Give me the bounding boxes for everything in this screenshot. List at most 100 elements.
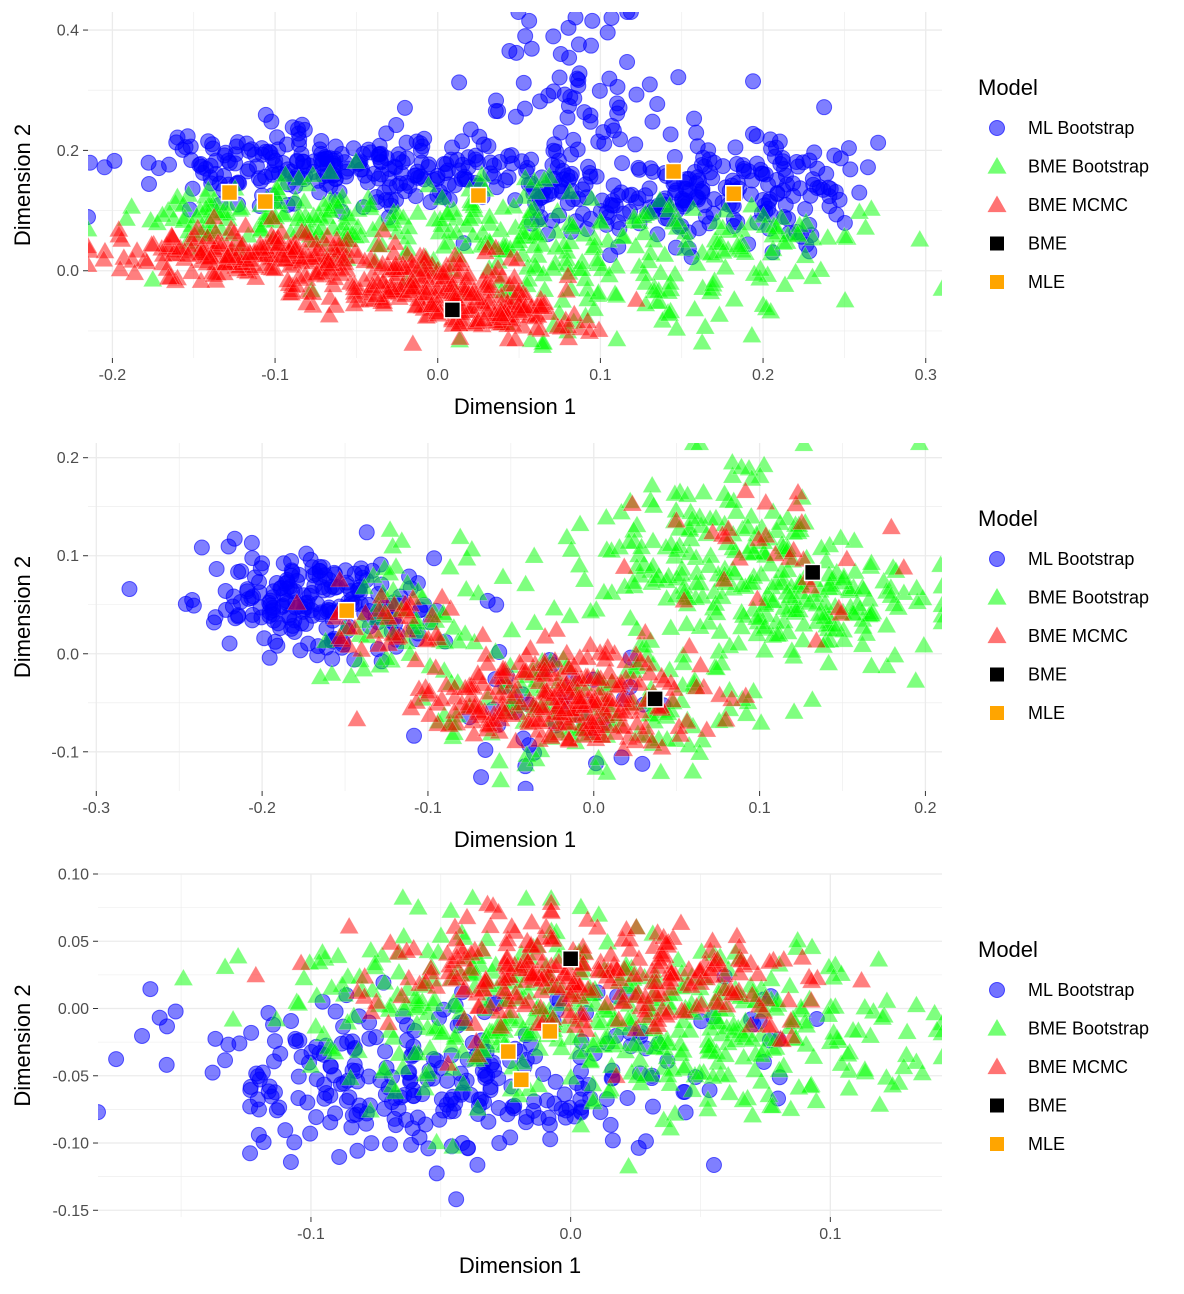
data-point [755,492,776,510]
data-point [546,237,567,255]
data-point [679,1020,700,1039]
legend-label: MLE [1028,1134,1065,1154]
data-point [853,579,874,598]
data-point [291,952,312,971]
data-point [442,1091,459,1108]
data-point [613,184,630,201]
data-point [242,1145,259,1162]
data-point [313,132,330,149]
data-point [493,197,514,216]
data-point [641,731,662,749]
data-point [772,1029,793,1048]
data-point [604,1132,621,1149]
x-tick-label: 0.0 [427,367,449,384]
data-point [581,712,603,730]
data-point [205,614,222,631]
data-point [876,990,897,1009]
data-point [775,182,792,199]
data-point [618,531,639,550]
data-point [520,200,542,219]
data-point [735,480,756,499]
data-point [753,1040,774,1059]
data-point [650,262,671,281]
data-point [619,54,636,71]
data-point [392,887,413,906]
data-point [624,965,645,983]
data-point [215,956,236,975]
data-point [508,231,530,249]
data-point [851,184,868,201]
data-point [403,277,424,296]
data-point [292,642,309,659]
data-point [256,192,275,211]
data-point [451,74,468,91]
data-point [486,1061,503,1078]
data-point [354,250,375,269]
data-point [727,235,748,253]
y-tick-label: 0.1 [57,548,79,565]
data-point [843,603,864,621]
data-point [266,178,287,196]
data-point [552,124,569,141]
legend-label: BME MCMC [1028,1057,1128,1077]
data-point [515,74,532,91]
data-point [750,258,771,277]
legend-key-triangle [987,157,1007,174]
x-axis-title: Dimension 1 [454,827,576,852]
data-point [545,28,562,45]
legend-item-bme-mcmc: BME MCMC [987,626,1128,646]
data-point [686,110,703,127]
data-point [437,943,458,962]
data-point [905,670,926,689]
data-point [360,940,381,958]
data-point [434,236,455,254]
data-point [740,213,761,231]
data-point [630,650,651,668]
data-point [377,1043,394,1060]
data-point [664,483,685,502]
data-point [577,909,598,928]
data-point [660,1118,681,1136]
data-point [745,73,762,90]
data-point [173,968,194,986]
data-point [349,1142,366,1159]
data-point [748,128,765,145]
data-point [426,623,447,642]
data-point [369,655,390,673]
data-point [520,638,541,656]
data-point [546,221,567,239]
data-point [494,702,515,721]
data-point [278,136,295,153]
data-point [639,663,660,681]
data-point [282,1154,299,1171]
data-point [246,569,263,586]
data-point [207,1030,224,1047]
data-point [831,1053,852,1072]
data-point [806,1091,827,1109]
data-point [619,929,640,947]
data-point [355,602,376,621]
data-point [440,598,461,617]
data-point [692,332,713,350]
data-point [676,613,697,632]
data-point [660,1073,681,1092]
data-point [559,182,580,200]
data-point [671,564,692,583]
data-point [217,144,234,161]
data-point [386,1110,403,1127]
legend-key-triangle [987,1057,1007,1075]
legend-item-bme-mcmc: BME MCMC [987,1057,1128,1077]
data-point [385,254,406,272]
data-point [361,1002,382,1020]
data-point [411,1129,428,1146]
data-point [358,524,375,541]
data-point [631,537,652,555]
data-point [415,971,436,990]
data-point [414,138,431,155]
data-point [295,241,316,260]
data-point [366,285,387,303]
data-point [286,275,307,293]
data-point [701,959,722,977]
data-point [588,748,609,766]
data-point [227,610,244,627]
